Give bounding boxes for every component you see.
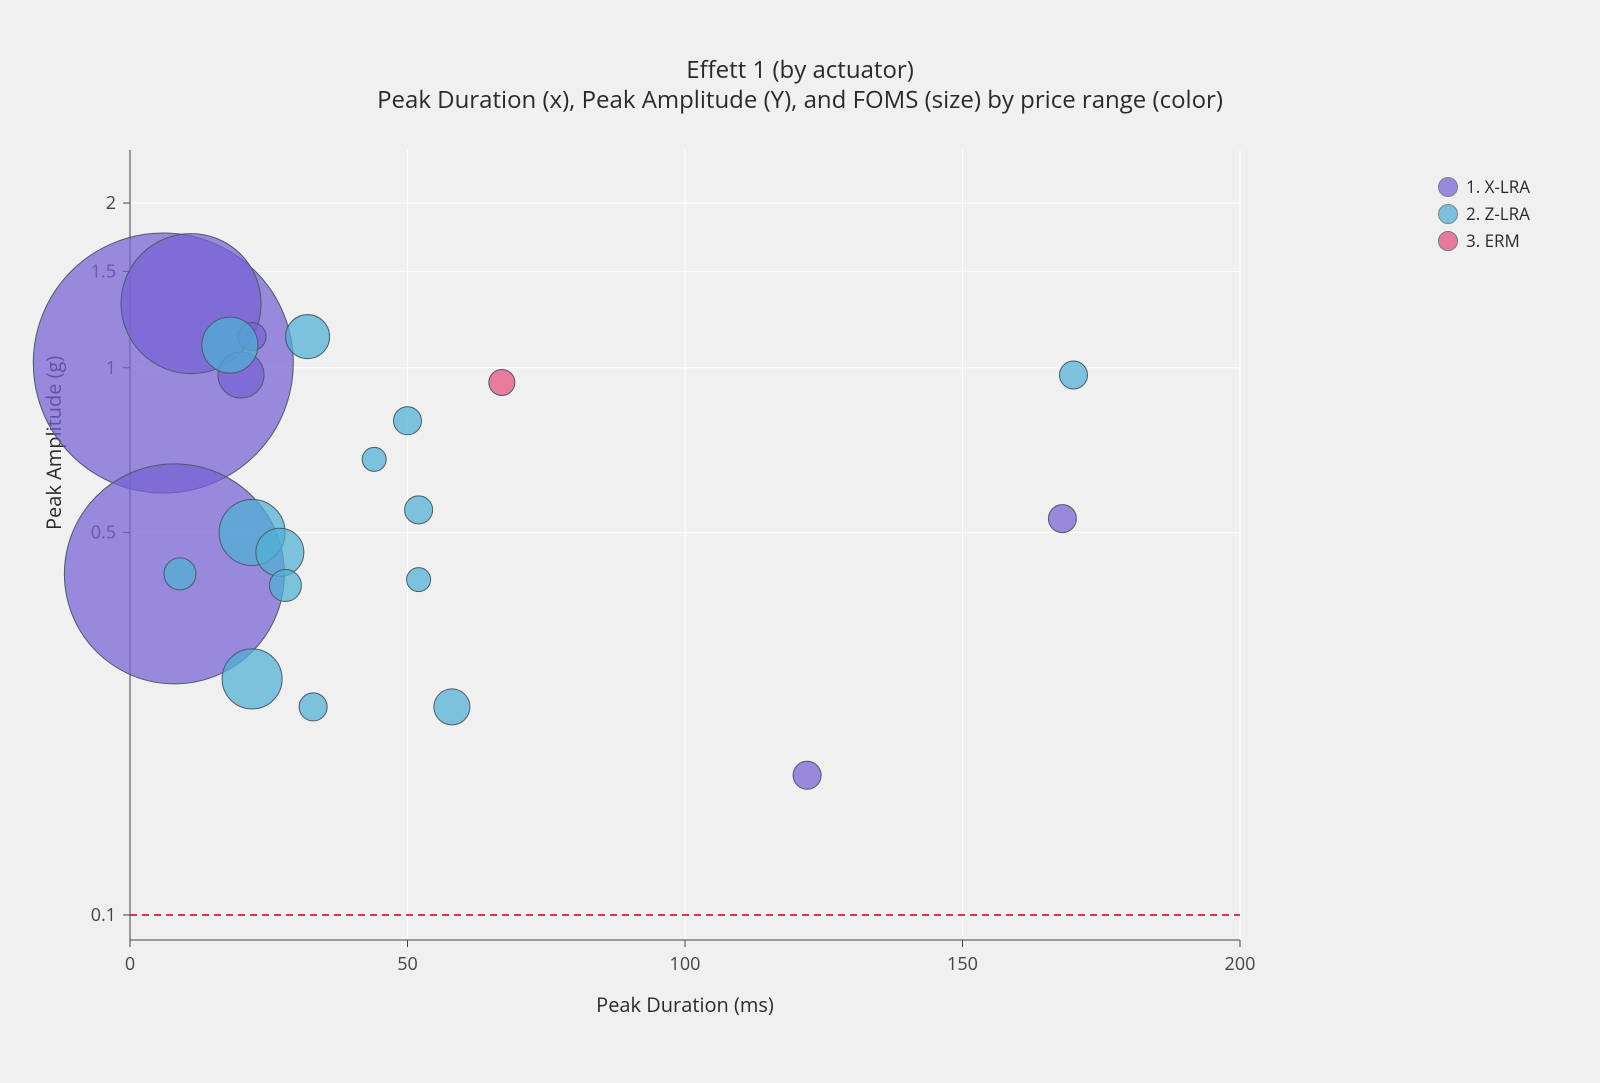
bubble[interactable] bbox=[489, 369, 515, 395]
legend-marker bbox=[1438, 177, 1458, 197]
bubble[interactable] bbox=[222, 649, 282, 709]
bubble[interactable] bbox=[405, 496, 433, 524]
bubble[interactable] bbox=[286, 315, 330, 359]
legend-marker bbox=[1438, 231, 1458, 251]
plot-area: 0501001502000.10.511.52 Peak Duration (m… bbox=[130, 150, 1240, 940]
bubble[interactable] bbox=[394, 407, 422, 435]
bubble[interactable] bbox=[434, 689, 470, 725]
bubble[interactable] bbox=[202, 317, 258, 373]
chart-title: Effett 1 (by actuator) Peak Duration (x)… bbox=[0, 55, 1600, 115]
plot-svg: 0501001502000.10.511.52 bbox=[130, 150, 1240, 940]
legend: 1. X-LRA 2. Z-LRA 3. ERM bbox=[1438, 175, 1530, 256]
legend-marker bbox=[1438, 204, 1458, 224]
bubble[interactable] bbox=[164, 558, 196, 590]
x-tick-label: 100 bbox=[670, 952, 701, 976]
bubble[interactable] bbox=[1048, 505, 1076, 533]
bubble-chart: Effett 1 (by actuator) Peak Duration (x)… bbox=[0, 0, 1600, 1083]
legend-label: 1. X-LRA bbox=[1466, 175, 1530, 198]
bubble[interactable] bbox=[269, 570, 301, 602]
y-tick-label: 2 bbox=[106, 191, 116, 215]
bubble[interactable] bbox=[1060, 361, 1088, 389]
bubble[interactable] bbox=[793, 761, 821, 789]
legend-item[interactable]: 3. ERM bbox=[1438, 229, 1530, 252]
chart-title-line-2: Peak Duration (x), Peak Amplitude (Y), a… bbox=[0, 85, 1600, 115]
bubble[interactable] bbox=[256, 528, 304, 576]
x-tick-label: 150 bbox=[947, 952, 978, 976]
legend-label: 2. Z-LRA bbox=[1466, 202, 1530, 225]
y-tick-label: 0.1 bbox=[91, 903, 116, 927]
legend-label: 3. ERM bbox=[1466, 229, 1520, 252]
x-tick-label: 0 bbox=[125, 952, 135, 976]
x-tick-label: 50 bbox=[397, 952, 418, 976]
legend-item[interactable]: 2. Z-LRA bbox=[1438, 202, 1530, 225]
bubble[interactable] bbox=[407, 568, 431, 592]
chart-title-line-1: Effett 1 (by actuator) bbox=[0, 55, 1600, 85]
x-axis-label: Peak Duration (ms) bbox=[130, 991, 1240, 1018]
x-tick-label: 200 bbox=[1225, 952, 1256, 976]
bubble[interactable] bbox=[299, 693, 327, 721]
bubble[interactable] bbox=[362, 447, 386, 471]
legend-item[interactable]: 1. X-LRA bbox=[1438, 175, 1530, 198]
